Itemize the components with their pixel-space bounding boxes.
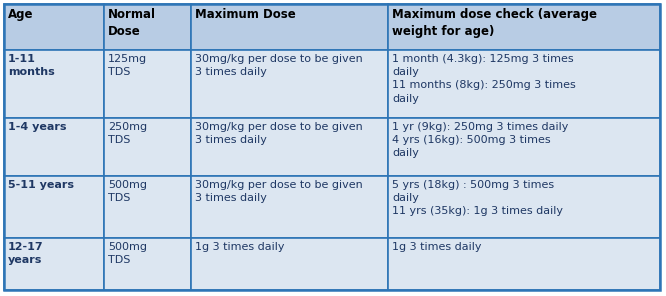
- Bar: [191, 238, 388, 290]
- Bar: [4, 176, 104, 238]
- Text: 1-4 years: 1-4 years: [8, 122, 67, 132]
- Text: Age: Age: [8, 8, 33, 21]
- Text: 12-17
years: 12-17 years: [8, 242, 44, 265]
- Text: 1-11
months: 1-11 months: [8, 54, 55, 77]
- Text: Normal
Dose: Normal Dose: [108, 8, 156, 38]
- Bar: [104, 4, 191, 50]
- Bar: [388, 50, 660, 118]
- Text: 30mg/kg per dose to be given
3 times daily: 30mg/kg per dose to be given 3 times dai…: [195, 122, 363, 145]
- Bar: [4, 50, 104, 118]
- Bar: [388, 118, 660, 176]
- Text: 250mg
TDS: 250mg TDS: [108, 122, 147, 145]
- Bar: [104, 50, 191, 118]
- Text: 5-11 years: 5-11 years: [8, 180, 74, 190]
- Text: 30mg/kg per dose to be given
3 times daily: 30mg/kg per dose to be given 3 times dai…: [195, 180, 363, 203]
- Bar: [4, 4, 104, 50]
- Bar: [191, 118, 388, 176]
- Bar: [191, 176, 388, 238]
- Text: Maximum dose check (average
weight for age): Maximum dose check (average weight for a…: [392, 8, 597, 38]
- Bar: [104, 238, 191, 290]
- Bar: [191, 50, 388, 118]
- Bar: [4, 238, 104, 290]
- Bar: [388, 176, 660, 238]
- Text: 500mg
TDS: 500mg TDS: [108, 242, 147, 265]
- Text: 1 month (4.3kg): 125mg 3 times
daily
11 months (8kg): 250mg 3 times
daily: 1 month (4.3kg): 125mg 3 times daily 11 …: [392, 54, 575, 104]
- Bar: [388, 238, 660, 290]
- Text: 1 yr (9kg): 250mg 3 times daily
4 yrs (16kg): 500mg 3 times
daily: 1 yr (9kg): 250mg 3 times daily 4 yrs (1…: [392, 122, 568, 158]
- Bar: [4, 118, 104, 176]
- Bar: [104, 176, 191, 238]
- Bar: [104, 118, 191, 176]
- Bar: [388, 4, 660, 50]
- Text: 500mg
TDS: 500mg TDS: [108, 180, 147, 203]
- Text: Maximum Dose: Maximum Dose: [195, 8, 296, 21]
- Text: 1g 3 times daily: 1g 3 times daily: [195, 242, 284, 252]
- Text: 125mg
TDS: 125mg TDS: [108, 54, 147, 77]
- Bar: [191, 4, 388, 50]
- Text: 1g 3 times daily: 1g 3 times daily: [392, 242, 482, 252]
- Text: 30mg/kg per dose to be given
3 times daily: 30mg/kg per dose to be given 3 times dai…: [195, 54, 363, 77]
- Text: 5 yrs (18kg) : 500mg 3 times
daily
11 yrs (35kg): 1g 3 times daily: 5 yrs (18kg) : 500mg 3 times daily 11 yr…: [392, 180, 563, 216]
